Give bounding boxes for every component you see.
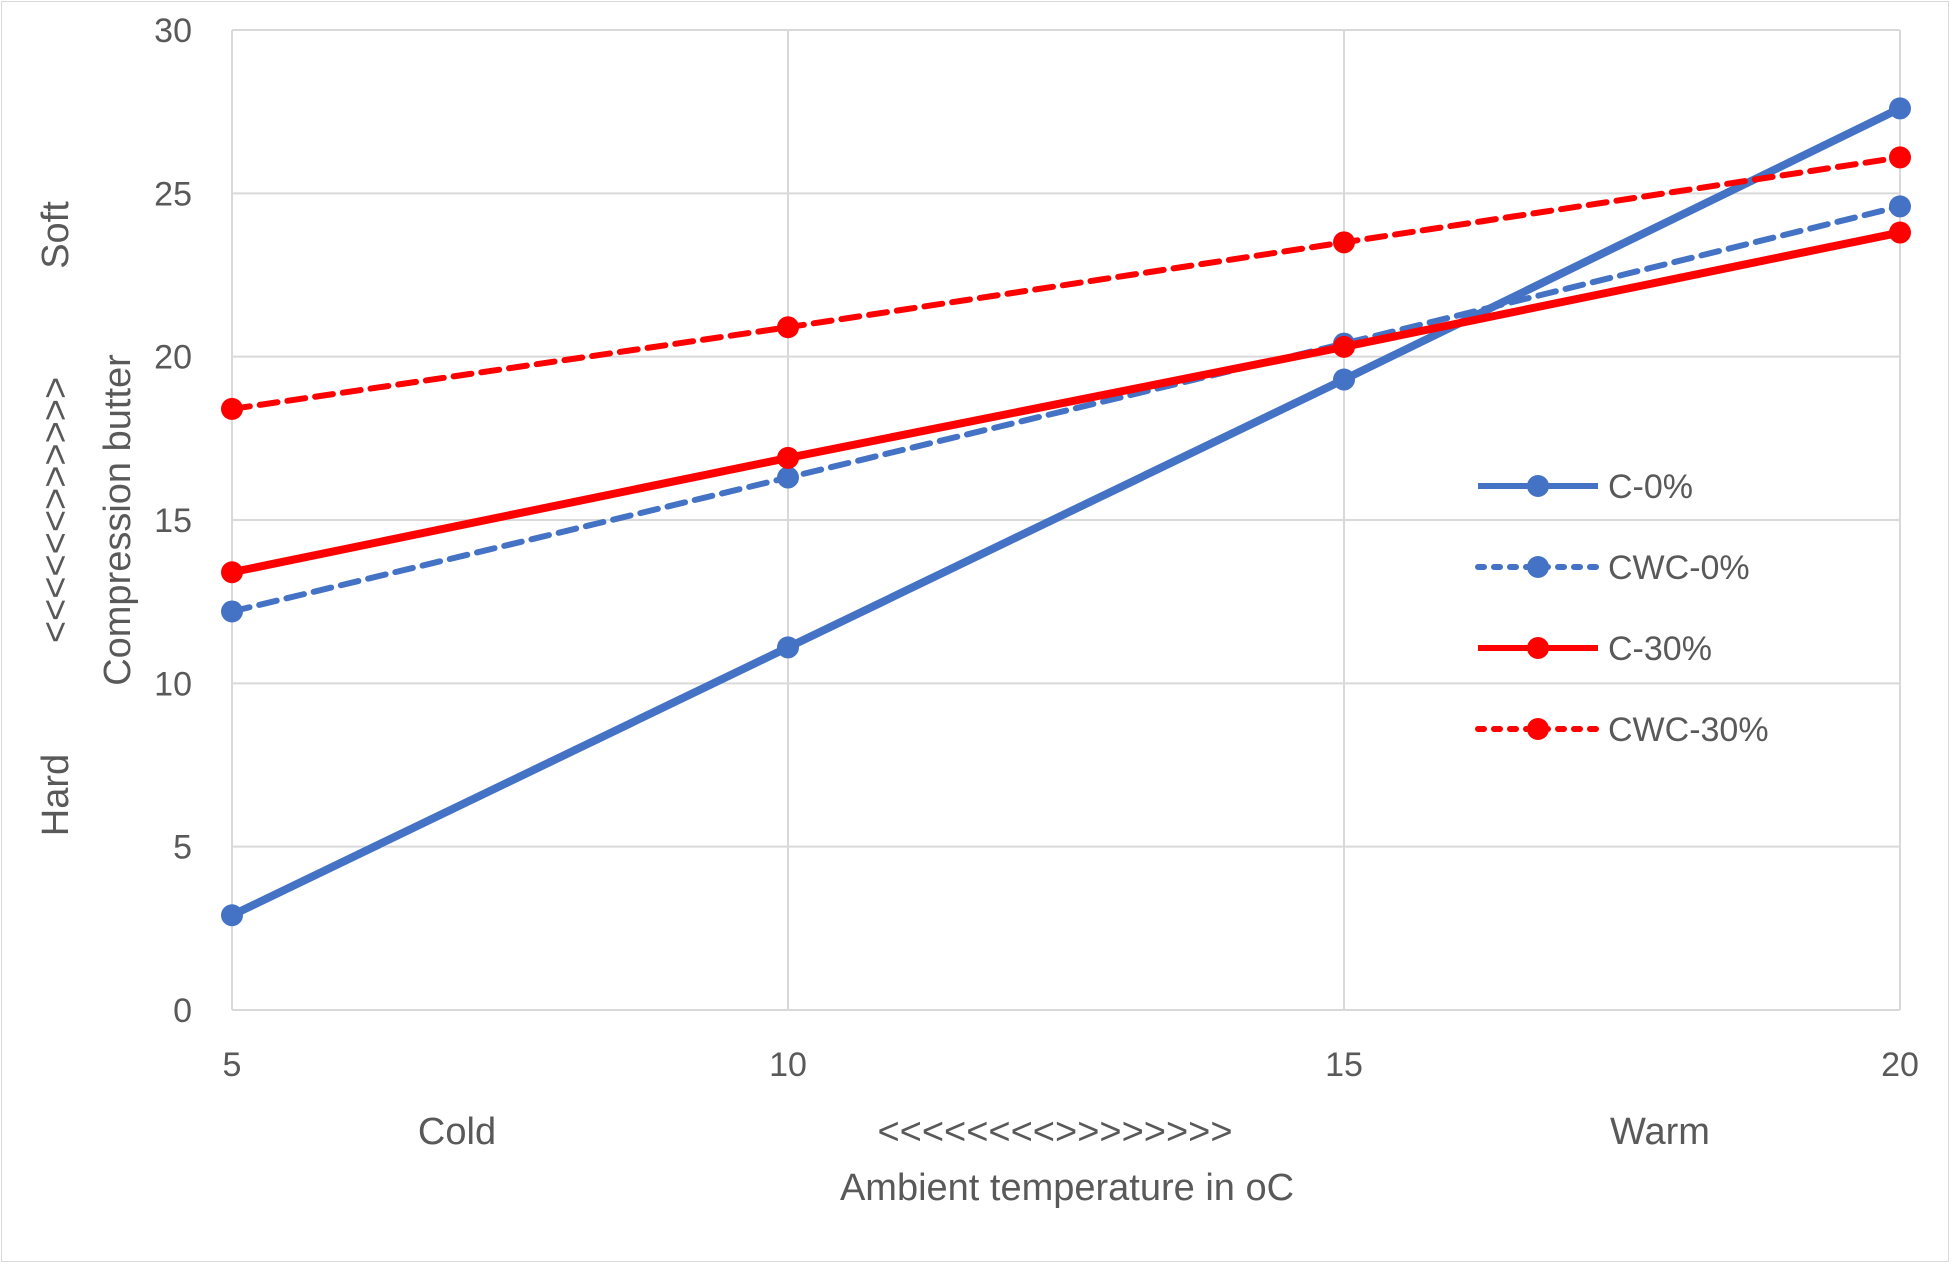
data-point: [1889, 146, 1911, 169]
legend-label: C-30%: [1608, 630, 1712, 668]
legend-item: CWC-30%: [1475, 711, 1769, 749]
y-tick-label: 30: [154, 12, 192, 50]
series-C-0%: [221, 97, 1911, 927]
x-tick-label: 10: [769, 1046, 807, 1084]
series-line: [229, 154, 1903, 412]
legend-label: CWC-30%: [1608, 711, 1769, 749]
x-annotation-warm: Warm: [1610, 1111, 1710, 1153]
y-annotation-hard: Hard: [35, 754, 77, 836]
x-tick-label: 20: [1881, 1046, 1919, 1084]
legend-item: C-0%: [1478, 468, 1693, 506]
series-line: [228, 228, 1904, 577]
x-annotation-arrows: <<<<<<<<>>>>>>>>: [877, 1111, 1232, 1153]
y-tick-label: 20: [154, 339, 192, 377]
data-point: [221, 600, 243, 623]
legend: C-0% CWC-0% C-30% CWC-30%: [1475, 468, 1769, 749]
y-tick-label: 10: [154, 665, 192, 703]
data-point: [221, 904, 243, 927]
data-point: [1889, 97, 1911, 120]
y-annotation-soft: Soft: [35, 201, 77, 269]
legend-label: CWC-0%: [1608, 549, 1750, 587]
series-CWC-30%: [221, 146, 1911, 420]
legend-swatch-marker: [1527, 475, 1549, 497]
series-lines: [221, 97, 1911, 927]
gridlines: [231, 29, 1901, 1011]
legend-item: C-30%: [1478, 630, 1712, 668]
data-point: [777, 636, 799, 659]
data-point: [1333, 335, 1355, 358]
y-axis-label: Compression butter: [97, 354, 139, 686]
x-tick-label: 15: [1325, 1046, 1363, 1084]
data-point: [221, 561, 243, 584]
legend-swatch-marker: [1527, 718, 1549, 740]
legend-swatch-marker: [1527, 556, 1549, 578]
x-axis-label: Ambient temperature in oC: [840, 1167, 1294, 1209]
data-point: [777, 316, 799, 339]
data-point: [1333, 231, 1355, 254]
data-point: [1889, 195, 1911, 218]
data-point: [1333, 368, 1355, 391]
series-C-30%: [221, 221, 1911, 584]
x-axis-ticks: 5 10 15 20: [223, 1046, 1919, 1084]
y-tick-label: 5: [173, 829, 192, 867]
data-point: [777, 466, 799, 489]
legend-swatch-marker: [1527, 637, 1549, 659]
x-tick-label: 5: [223, 1046, 242, 1084]
legend-label: C-0%: [1608, 468, 1693, 506]
y-tick-label: 25: [154, 175, 192, 213]
legend-item: CWC-0%: [1475, 549, 1750, 587]
y-annotation-arrows: <<<<<<>>>>>>: [35, 377, 77, 643]
y-tick-label: 15: [154, 502, 192, 540]
x-annotation-cold: Cold: [418, 1111, 496, 1153]
data-point: [777, 446, 799, 469]
series-line: [229, 203, 1903, 615]
data-point: [221, 397, 243, 420]
y-tick-label: 0: [173, 992, 192, 1030]
series-line: [228, 104, 1904, 920]
y-axis-ticks: 0 5 10 15 20 25 30: [154, 12, 192, 1030]
data-point: [1889, 221, 1911, 244]
